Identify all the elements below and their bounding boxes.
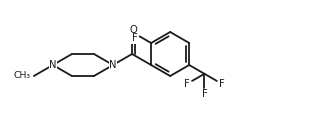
Text: F: F [184,79,190,89]
Text: N: N [49,60,57,70]
Text: CH₃: CH₃ [14,72,31,81]
Text: F: F [132,33,138,43]
Text: O: O [130,25,137,35]
Text: N: N [109,60,117,70]
Text: F: F [202,89,207,99]
Text: F: F [219,79,225,89]
